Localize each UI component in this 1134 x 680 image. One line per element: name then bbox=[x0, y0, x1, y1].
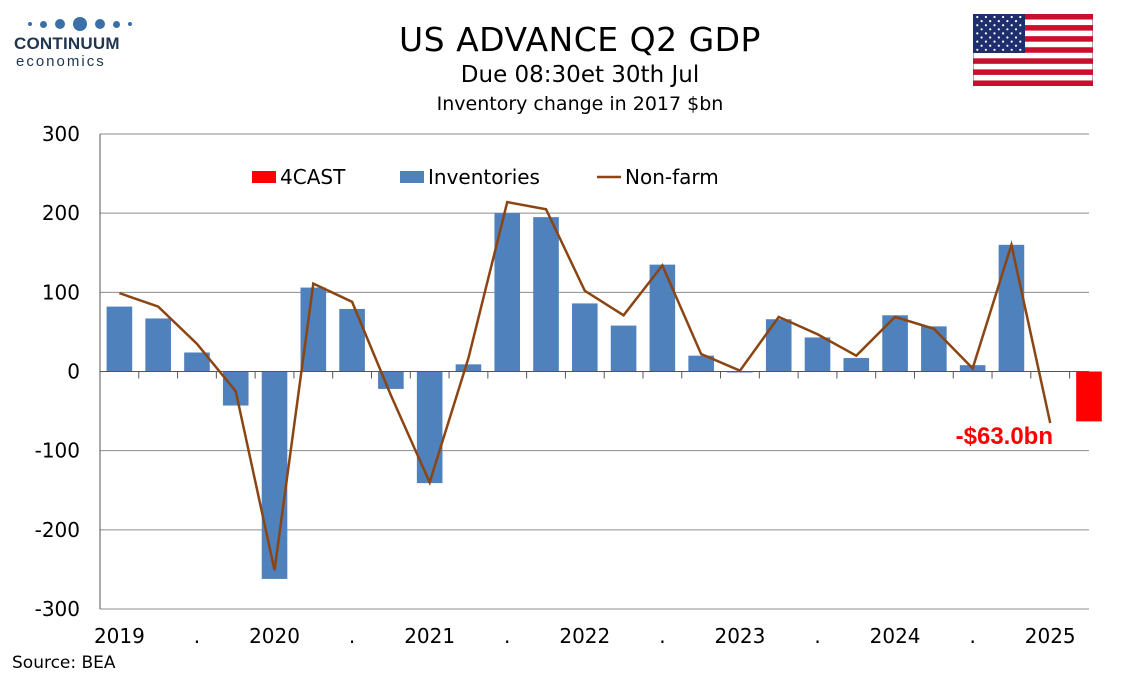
bar-inventories bbox=[106, 306, 133, 372]
x-tick-label: 2022 bbox=[559, 624, 610, 648]
bar-inventories bbox=[649, 264, 676, 372]
x-tick-label: 2023 bbox=[714, 624, 765, 648]
legend-swatch-4cast bbox=[252, 171, 276, 183]
logo-dots-icon bbox=[28, 14, 134, 34]
bar-inventories bbox=[610, 325, 637, 372]
x-tick-label: 2025 bbox=[1025, 624, 1076, 648]
y-tick-label: -200 bbox=[35, 518, 80, 542]
chart-subtitle: Due 08:30et 30th Jul bbox=[460, 62, 700, 88]
bar-inventories bbox=[184, 352, 210, 372]
continuum-economics-logo: CONTINUUM economics bbox=[14, 14, 134, 74]
bars bbox=[106, 213, 1102, 579]
y-tick-label: 100 bbox=[42, 280, 80, 304]
source-note: Source: BEA bbox=[12, 653, 116, 673]
x-tick-label: 2021 bbox=[404, 624, 455, 648]
y-tick-label: -100 bbox=[35, 439, 80, 463]
forecast-annotation: -$63.0bn bbox=[956, 423, 1053, 450]
bar-inventories bbox=[572, 303, 598, 372]
annotations: -$63.0bn bbox=[956, 423, 1053, 450]
bar-inventories bbox=[765, 319, 792, 372]
bar-inventories bbox=[998, 244, 1025, 372]
bar-inventories bbox=[145, 318, 171, 372]
bar-inventories bbox=[261, 371, 288, 579]
y-tick-label: 300 bbox=[42, 122, 80, 146]
x-tick-label: . bbox=[504, 624, 510, 648]
bar-inventories bbox=[378, 371, 404, 389]
x-tick-label: 2019 bbox=[94, 624, 145, 648]
x-tick-label: . bbox=[349, 624, 355, 648]
bar-4cast bbox=[1076, 371, 1102, 422]
y-tick-label: 0 bbox=[67, 360, 80, 384]
axes bbox=[99, 134, 1089, 609]
legend-label: Inventories bbox=[428, 165, 540, 189]
bar-inventories bbox=[416, 371, 443, 484]
x-tick-label: . bbox=[814, 624, 820, 648]
x-tick-label: . bbox=[194, 624, 200, 648]
logo-brand: CONTINUUM bbox=[14, 34, 120, 53]
logo-sub: economics bbox=[16, 53, 106, 70]
y-tick-label: 200 bbox=[42, 201, 80, 225]
us-flag-icon bbox=[973, 14, 1093, 86]
bar-inventories bbox=[222, 371, 249, 406]
y-tick-label: -300 bbox=[35, 597, 80, 621]
chart-title: US ADVANCE Q2 GDP bbox=[399, 20, 761, 59]
legend-swatch-inventories bbox=[400, 171, 424, 183]
bar-inventories bbox=[843, 358, 870, 372]
bar-inventories bbox=[455, 364, 482, 372]
bar-inventories bbox=[804, 337, 831, 372]
non-farm-line bbox=[118, 200, 1052, 571]
bar-inventories bbox=[300, 287, 327, 372]
bar-inventories bbox=[921, 326, 947, 372]
bar-inventories bbox=[882, 315, 908, 372]
bar-inventories bbox=[688, 355, 714, 372]
x-tick-label: 2020 bbox=[249, 624, 300, 648]
tick-labels: -300 -200 -100 0 100 200 300 2019. 2020. 2021. 202… bbox=[35, 122, 1076, 648]
x-tick-label: . bbox=[659, 624, 665, 648]
series-line-non-farm bbox=[118, 200, 1052, 571]
bar-inventories bbox=[533, 217, 559, 372]
bar-inventories bbox=[339, 308, 365, 372]
x-tick-label: . bbox=[969, 624, 975, 648]
legend-label: Non-farm bbox=[625, 165, 719, 189]
chart-unit: Inventory change in 2017 $bn bbox=[436, 93, 724, 115]
legend-label: 4CAST bbox=[280, 165, 346, 189]
legend: 4CAST Inventories Non-farm bbox=[252, 165, 719, 189]
x-tick-label: 2024 bbox=[870, 624, 921, 648]
